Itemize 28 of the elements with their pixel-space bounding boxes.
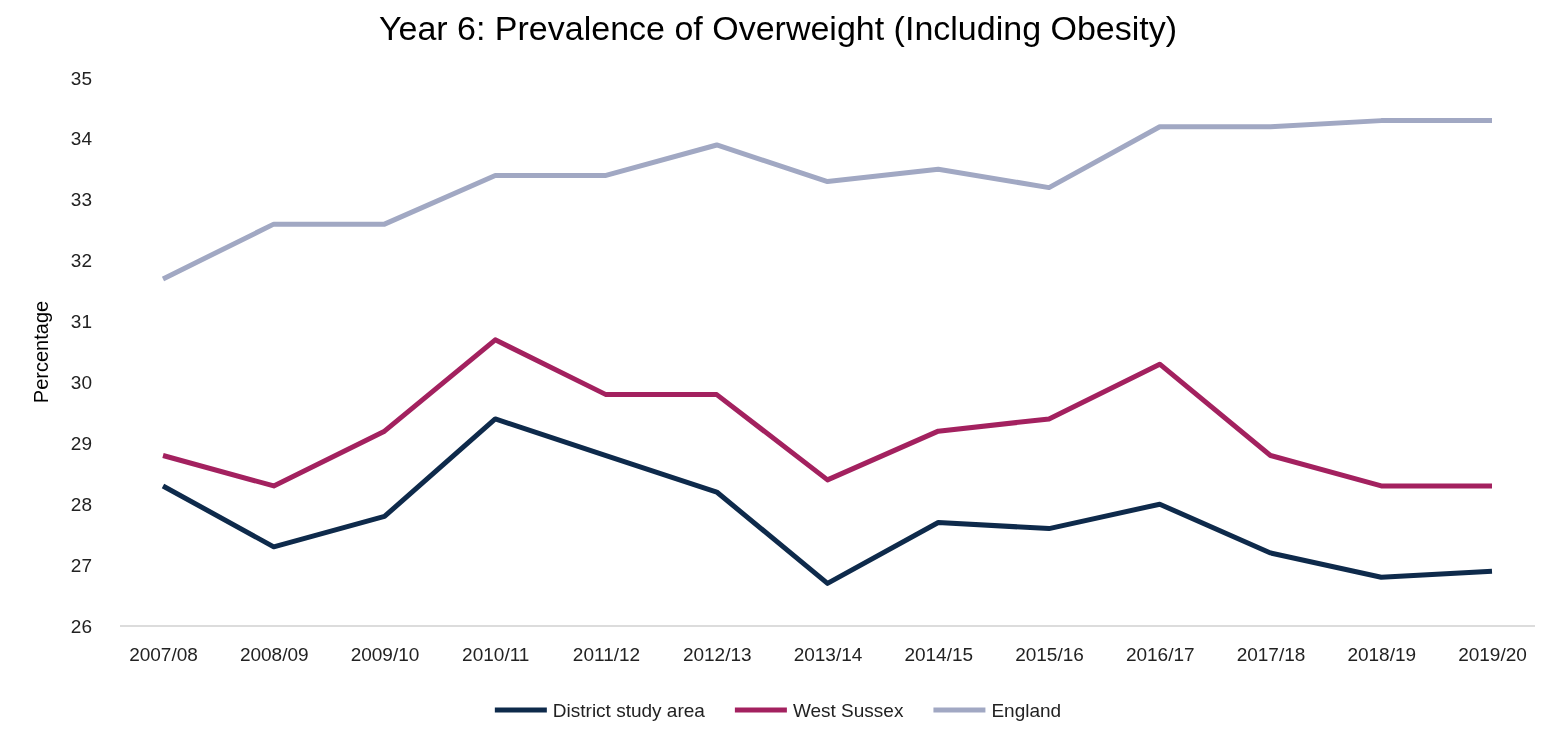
x-tick-label: 2008/09: [239, 644, 309, 666]
y-tick-label: 35: [70, 67, 92, 89]
x-tick-label: 2015/16: [1015, 644, 1084, 666]
x-tick-label: 2010/11: [462, 644, 530, 666]
legend-label: District study area: [552, 700, 706, 721]
x-tick-label: 2013/14: [793, 644, 863, 666]
chart-title: Year 6: Prevalence of Overweight (Including Obesity): [378, 9, 1178, 47]
x-tick-label: 2019/20: [1458, 644, 1527, 666]
y-tick-label: 26: [70, 615, 92, 637]
x-tick-label: 2016/17: [1125, 644, 1195, 666]
y-tick-label: 34: [70, 128, 93, 150]
y-tick-label: 33: [70, 189, 92, 211]
y-tick-label: 32: [70, 250, 92, 272]
y-tick-label: 31: [70, 311, 92, 333]
x-tick-label: 2009/10: [350, 644, 420, 666]
y-tick-label: 28: [70, 493, 92, 515]
x-tick-label: 2017/18: [1236, 644, 1306, 666]
x-tick-label: 2011/12: [572, 644, 641, 666]
x-tick-label: 2014/15: [904, 644, 974, 666]
x-tick-label: 2007/08: [129, 644, 198, 666]
x-tick-label: 2012/13: [682, 644, 752, 666]
x-tick-label: 2018/19: [1347, 644, 1417, 666]
legend-label: West Sussex: [792, 700, 904, 721]
y-tick-label: 30: [70, 372, 92, 394]
y-tick-label: 27: [70, 554, 92, 576]
y-axis-title: Percentage: [30, 300, 52, 404]
y-tick-label: 29: [70, 432, 92, 454]
legend-label: England: [991, 700, 1062, 721]
